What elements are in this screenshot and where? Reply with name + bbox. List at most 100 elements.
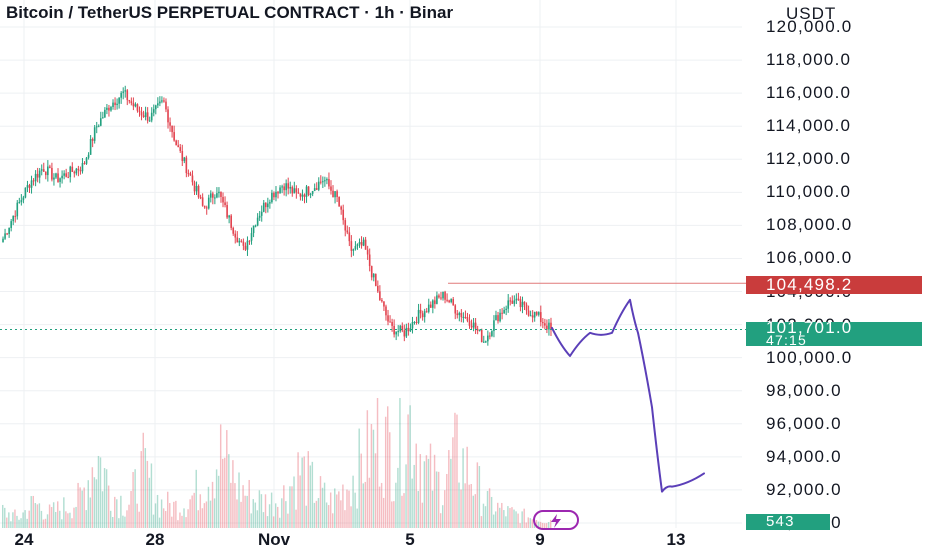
volume-bar [195, 469, 197, 528]
price-tick: 116,000.0 [766, 83, 852, 103]
candle-body [389, 321, 391, 323]
price-tick: 118,000.0 [766, 50, 852, 70]
candle-body [71, 166, 74, 172]
candle-body [474, 322, 477, 329]
volume-bar [348, 490, 350, 528]
volume-bar [311, 461, 314, 528]
candle-body [108, 107, 110, 111]
volume-bar [179, 512, 181, 528]
volume-bar [370, 424, 373, 528]
volume-bar [547, 522, 550, 528]
volume-bar [136, 503, 138, 528]
volume-bar [217, 475, 220, 528]
candle-body [525, 304, 528, 311]
volume-bar [150, 463, 153, 528]
volume-bar [435, 471, 438, 528]
candle-body [38, 170, 41, 178]
volume-bar [374, 453, 377, 528]
candle-body [399, 325, 402, 332]
volume-bar [14, 509, 16, 528]
candle-body [401, 325, 404, 331]
volume-bar [279, 517, 281, 528]
volume-bar [417, 491, 419, 528]
volume-bar [126, 510, 128, 528]
candle-body [535, 311, 538, 315]
candle-body [385, 306, 387, 316]
time-tick: 24 [14, 530, 34, 549]
candle-body [493, 320, 495, 332]
candle-body [256, 217, 259, 226]
volume-bar [393, 501, 395, 528]
price-tick: 92,000.0 [766, 479, 842, 499]
volume-bar [515, 511, 517, 528]
candle-body [240, 240, 243, 242]
volume-bar [85, 510, 87, 528]
volume-bar [26, 518, 28, 528]
volume-bar [171, 516, 173, 528]
candle-body [47, 166, 49, 176]
candle-body [482, 341, 485, 343]
candle-body [309, 193, 312, 195]
candle-body [281, 186, 283, 188]
volume-bar [6, 517, 8, 528]
candle-body [44, 171, 47, 176]
volume-bar [411, 478, 413, 528]
candle-body [262, 202, 265, 212]
candle-body [462, 316, 465, 318]
candle-body [346, 230, 349, 233]
candle-body [99, 118, 102, 126]
candle-body [126, 90, 129, 101]
candle-body [364, 239, 367, 250]
projection-drawing[interactable] [551, 298, 705, 493]
volume-bar [201, 508, 204, 528]
volume-bar [499, 507, 501, 528]
volume-bar [456, 414, 458, 528]
volume-bar [185, 517, 187, 528]
volume-bar [12, 512, 14, 528]
volume-bar [226, 430, 228, 528]
candle-body [193, 182, 196, 192]
candle-body [417, 309, 420, 323]
volume-bar [474, 494, 477, 528]
candle-body [6, 233, 8, 235]
candle-body [546, 325, 548, 330]
volume-bar [486, 490, 489, 528]
candle-body [136, 104, 139, 111]
volume-bar [274, 503, 277, 528]
candle-body [432, 300, 434, 308]
candle-body [260, 211, 263, 216]
candle-body [181, 151, 184, 162]
candle-body [197, 185, 200, 198]
volume-bar [452, 437, 454, 528]
volume-bar [272, 516, 275, 528]
candle-body [226, 205, 228, 218]
chart-grid [0, 0, 742, 528]
lightning-icon[interactable] [533, 510, 579, 530]
high-price-value: 104,498.2 [766, 275, 853, 294]
candle-body [358, 242, 361, 245]
candle-body [338, 196, 340, 207]
bar-countdown: 47:15 [766, 332, 808, 348]
volume-bar [329, 492, 332, 528]
candle-body [423, 311, 426, 318]
volume-bar [152, 514, 155, 528]
candle-body [332, 190, 334, 198]
candle-body [14, 215, 17, 217]
candle-body [93, 127, 96, 141]
price-tick: 108,000.0 [766, 215, 853, 235]
candle-body [150, 112, 153, 121]
candle-body [236, 237, 239, 243]
volume-bar [545, 523, 548, 528]
candle-body [130, 101, 133, 104]
volume-bar [362, 483, 364, 528]
candle-body [40, 169, 43, 171]
candle-body [73, 171, 76, 174]
volume-bar [187, 509, 189, 528]
volume-bar [209, 500, 212, 528]
candle-body [480, 329, 483, 343]
volume-bar [238, 472, 240, 528]
volume-bar [236, 499, 238, 528]
candle-body [248, 240, 251, 242]
candle-body [4, 233, 6, 239]
